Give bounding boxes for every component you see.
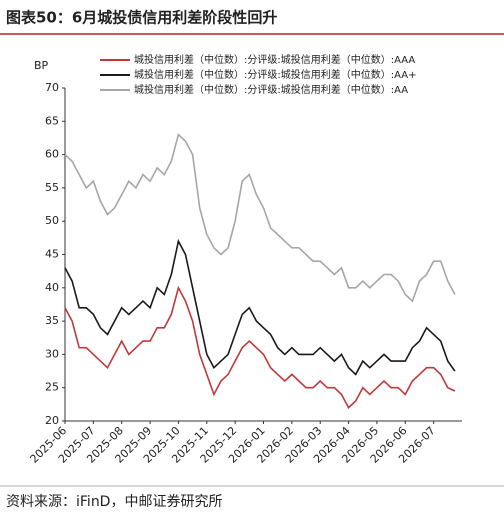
y-tick-label: 30 [45, 347, 59, 360]
y-tick-label: 55 [45, 181, 59, 194]
y-tick-label: 25 [45, 381, 59, 394]
series-line [64, 133, 456, 303]
y-axis-label: BP [34, 59, 49, 72]
y-tick-label: 50 [45, 214, 59, 227]
y-tick-label: 70 [45, 81, 59, 94]
y-tick-label: 20 [45, 414, 59, 427]
source: 资料来源：iFinD，中邮证券研究所 [6, 494, 222, 510]
y-tick-label: 60 [45, 148, 59, 161]
y-tick-label: 40 [45, 281, 59, 294]
y-tick-label: 35 [45, 314, 59, 327]
legend-label: 城投信用利差（中位数）:分评级:城投信用利差（中位数）:AA [134, 83, 408, 96]
series-line [64, 285, 456, 410]
y-tick-label: 65 [45, 114, 59, 127]
legend-label: 城投信用利差（中位数）:分评级:城投信用利差（中位数）:AAA [134, 53, 415, 66]
legend-label: 城投信用利差（中位数）:分评级:城投信用利差（中位数）:AA+ [134, 68, 416, 81]
series-line [64, 238, 456, 376]
y-tick-label: 45 [45, 248, 59, 261]
chart-title: 图表50：6月城投债信用利差阶段性回升 [6, 9, 277, 27]
